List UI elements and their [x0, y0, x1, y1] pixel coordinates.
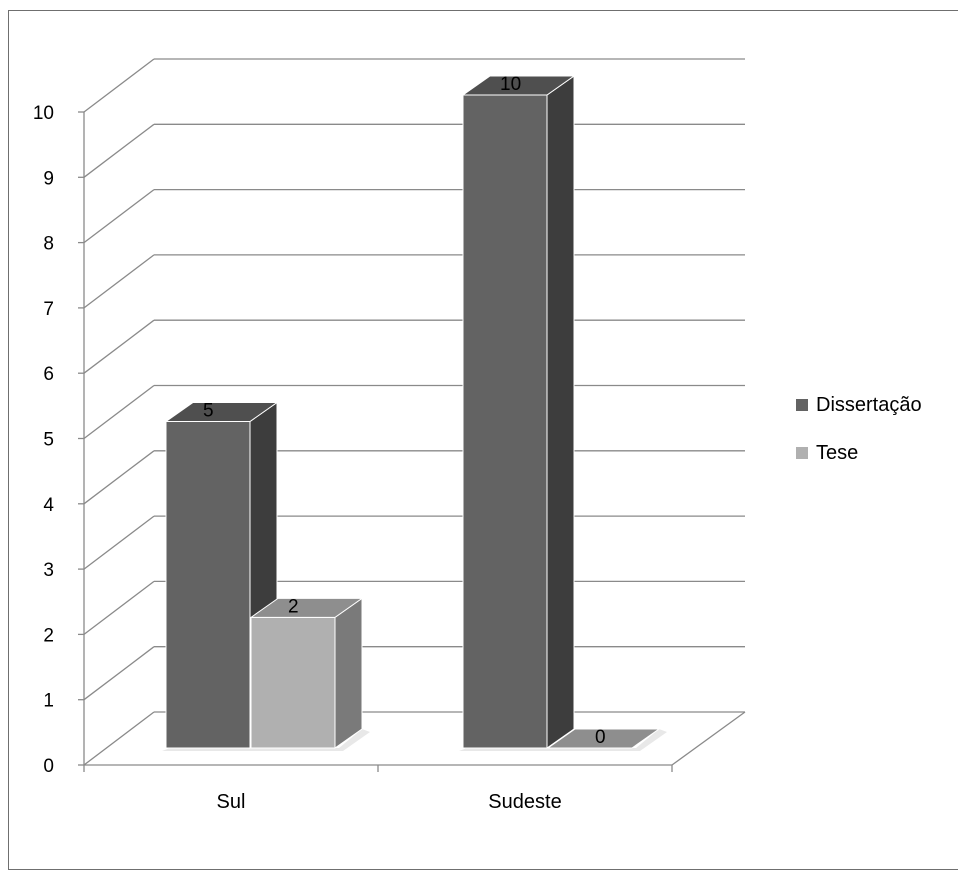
legend-swatch-tese	[796, 447, 808, 459]
y-tick-label: 4	[43, 495, 54, 516]
y-tick-label: 5	[43, 430, 54, 451]
bar	[165, 421, 251, 749]
gridline-side-4	[83, 450, 155, 505]
y-tick-label: 10	[33, 103, 54, 124]
data-label: 2	[288, 596, 299, 617]
legend-item-dissertacao: Dissertação	[796, 392, 922, 418]
floor-right-edge	[671, 711, 746, 766]
gridline-side-6	[83, 319, 155, 374]
gridline-side-1	[83, 646, 155, 701]
x-category-label: Sudeste	[488, 791, 561, 813]
gridline-side-7	[83, 254, 155, 309]
bar-shadow	[544, 729, 667, 751]
bar-top	[461, 75, 576, 96]
legend-item-tese: Tese	[796, 440, 922, 466]
bar	[250, 616, 336, 749]
gridline-side-9	[83, 123, 155, 178]
data-labels: 5 10 2 0	[203, 74, 606, 748]
y-tick-label: 1	[43, 691, 54, 712]
bar-zero-top	[546, 728, 661, 749]
y-tick-label: 8	[43, 234, 54, 255]
legend-label-tese: Tese	[816, 441, 859, 464]
bar	[462, 94, 548, 749]
y-tick-label: 2	[43, 625, 54, 646]
x-category-label: Sul	[217, 791, 246, 813]
bars	[162, 75, 667, 751]
bar-shadow	[162, 729, 285, 751]
bar-shadow	[247, 729, 370, 751]
x-axis-categories: Sul Sudeste	[217, 791, 562, 813]
bar-side	[334, 597, 363, 749]
legend-swatch-dissertacao	[796, 399, 808, 411]
data-label: 0	[595, 727, 606, 748]
y-tick-label: 9	[43, 168, 54, 189]
gridline-side-8	[83, 189, 155, 244]
y-axis-ticks: 0 1 2 3 4 5 6 7 8 9 10	[33, 103, 55, 777]
y-tick-label: 7	[43, 299, 54, 320]
gridline-side-2	[83, 580, 155, 635]
data-label: 10	[500, 74, 521, 95]
legend: Dissertação Tese	[796, 392, 922, 488]
bar-top	[164, 402, 279, 422]
gridline-side-10	[83, 58, 155, 113]
bar-chart: 0 1 2 3 4 5 6 7 8 9 10 5 10 2 0 Sul Sudeste	[33, 58, 746, 813]
gridline-side-5	[83, 384, 155, 440]
gridline-side-0	[83, 711, 155, 766]
y-tick-label: 0	[43, 756, 54, 777]
legend-label-dissertacao: Dissertação	[816, 393, 922, 416]
bar-side	[546, 75, 575, 749]
y-tick-label: 6	[43, 364, 54, 385]
axes	[78, 111, 746, 772]
bar-top	[249, 597, 364, 618]
y-tick-label: 3	[43, 560, 54, 581]
bar-shadow	[459, 729, 582, 751]
gridline-side-3	[83, 515, 155, 570]
data-label: 5	[203, 401, 214, 422]
